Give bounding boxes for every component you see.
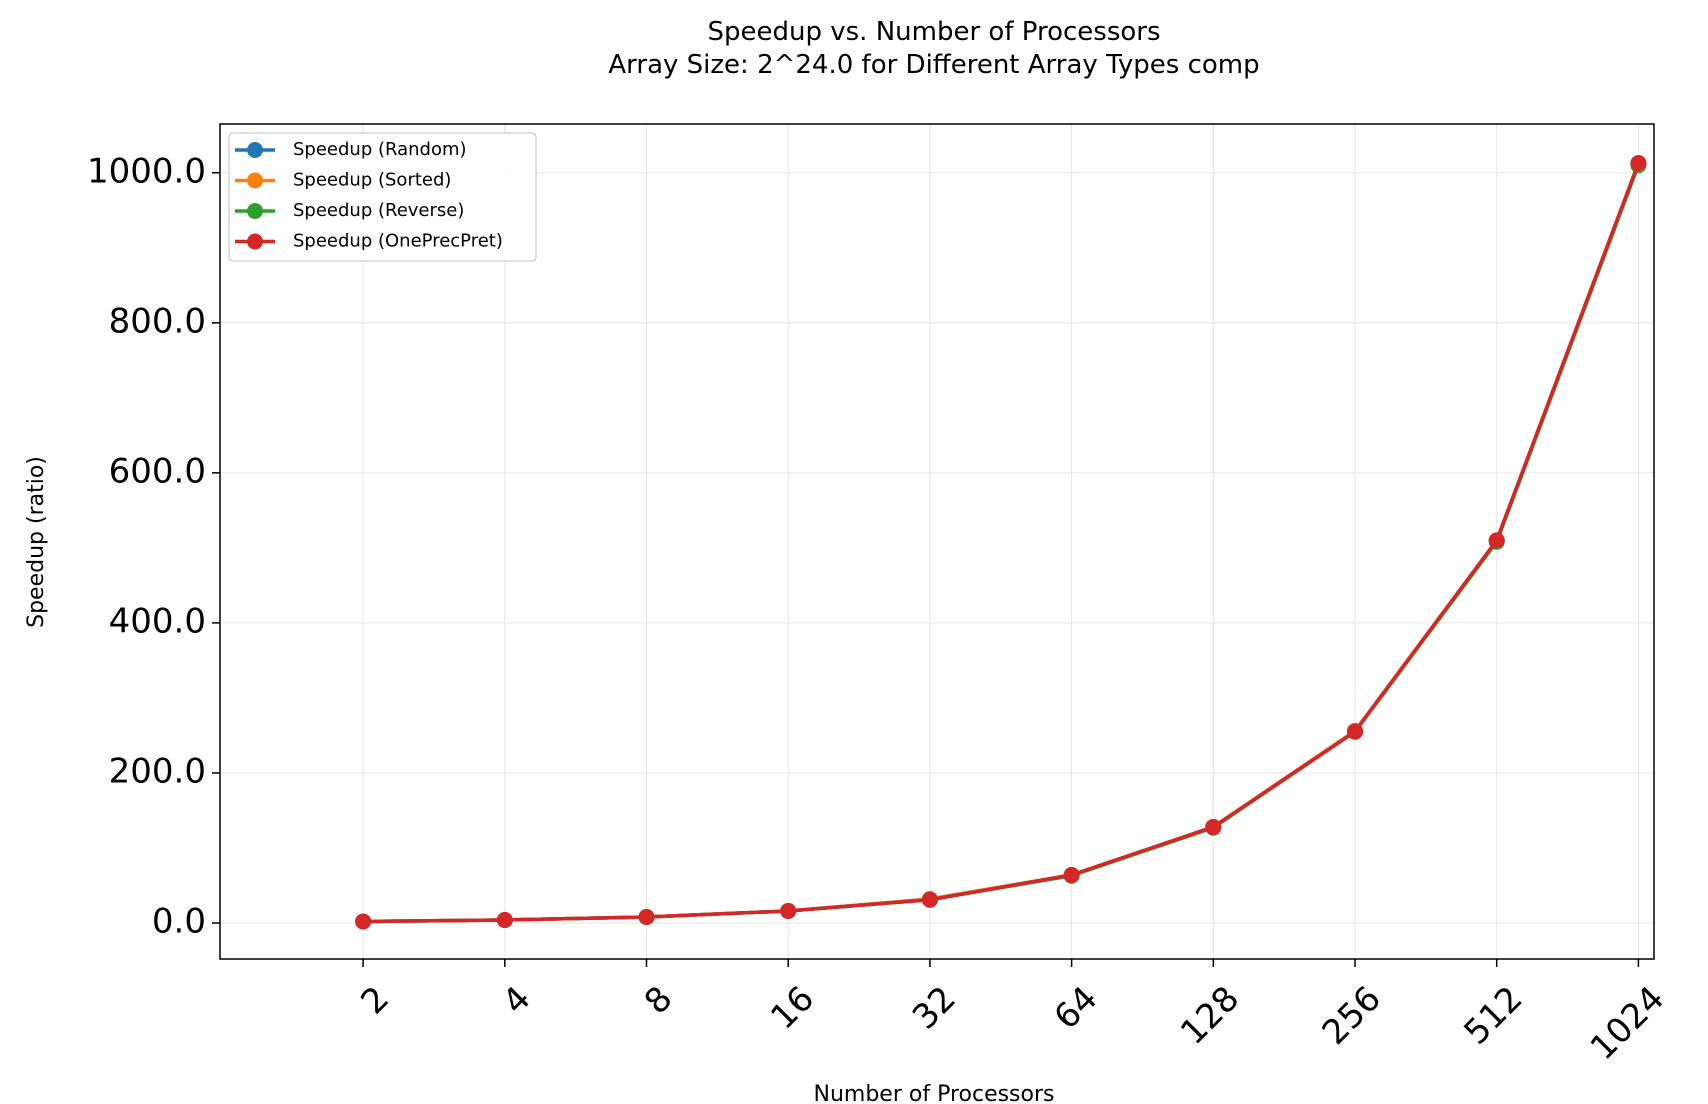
x-tick-label: 64 <box>1047 979 1106 1038</box>
chart-subtitle: Array Size: 2^24.0 for Different Array T… <box>608 50 1259 80</box>
x-tick-label: 128 <box>1173 979 1247 1053</box>
x-tick-label: 1024 <box>1583 979 1672 1068</box>
data-point <box>638 908 655 925</box>
data-point <box>355 913 372 930</box>
legend: Speedup (Random) Speedup (Sorted) Speedup … <box>228 132 537 262</box>
x-tick-label: 16 <box>763 979 822 1038</box>
x-tick-label: 512 <box>1456 979 1530 1053</box>
y-tick-label: 800.0 <box>109 301 206 341</box>
data-point <box>1205 818 1222 835</box>
x-axis-ticks: 2 4 8 16 32 64 128 256 512 1024 <box>353 959 1672 1068</box>
legend-marker <box>247 203 263 219</box>
legend-marker <box>247 142 263 158</box>
data-point <box>496 911 513 928</box>
data-point <box>1630 155 1647 172</box>
legend-label: Speedup (Random) <box>293 139 467 160</box>
y-tick-label: 400.0 <box>109 601 206 641</box>
legend-marker <box>247 233 263 250</box>
y-tick-label: 200.0 <box>109 751 206 791</box>
data-point <box>1347 723 1364 740</box>
data-point <box>780 902 797 919</box>
series-line-3 <box>363 162 1641 924</box>
legend-marker <box>247 172 263 189</box>
data-point <box>921 891 938 908</box>
legend-label: Speedup (Sorted) <box>293 170 451 191</box>
x-tick-label: 2 <box>353 979 397 1023</box>
x-tick-label: 32 <box>905 979 964 1038</box>
data-point <box>1063 866 1080 883</box>
y-tick-label: 1000.0 <box>87 151 206 191</box>
x-tick-label: 4 <box>495 979 539 1023</box>
series-line-2 <box>363 164 1641 924</box>
y-axis-ticks: 0.0 200.0 400.0 600.0 800.0 1000.0 <box>87 151 220 941</box>
series-layer <box>355 155 1647 930</box>
y-axis-label: Speedup (ratio) <box>24 456 49 628</box>
x-axis-label: Number of Processors <box>814 1082 1055 1104</box>
plot-frame <box>219 123 1655 960</box>
legend-label: Speedup (OnePrecPret) <box>293 231 503 252</box>
x-tick-label: 8 <box>637 979 681 1023</box>
series-line-0 <box>363 163 1641 924</box>
data-point <box>1488 532 1505 549</box>
y-tick-label: 0.0 <box>152 901 206 941</box>
chart-title: Speedup vs. Number of Processors <box>707 17 1160 47</box>
legend-box <box>228 132 537 262</box>
y-tick-label: 600.0 <box>109 451 206 491</box>
x-tick-label: 256 <box>1315 979 1389 1053</box>
legend-label: Speedup (Reverse) <box>293 200 464 221</box>
series-line-1 <box>363 163 1641 924</box>
